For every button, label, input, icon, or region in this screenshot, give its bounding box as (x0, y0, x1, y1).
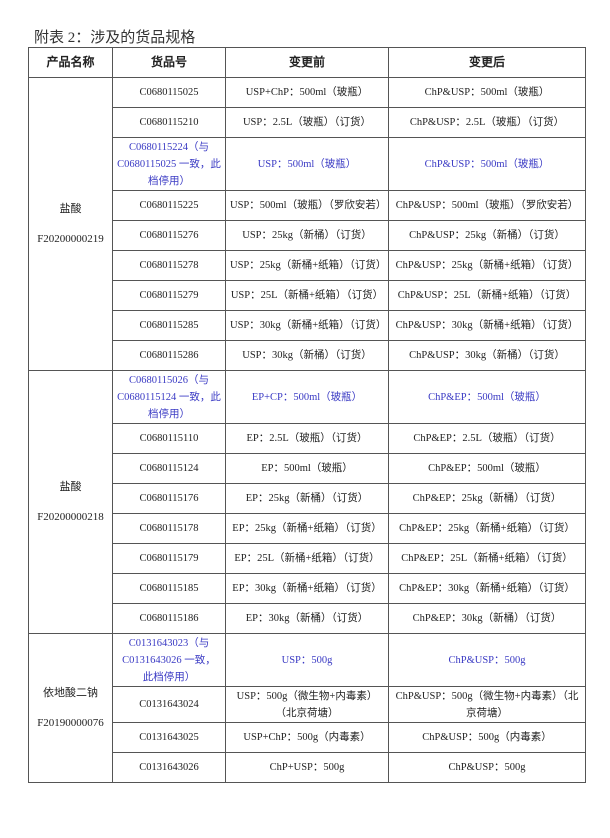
before-change-cell: EP：25kg（新桶）（订货） (225, 483, 389, 514)
after-change-cell: ChP&USP：25kg（新桶）（订货） (388, 220, 586, 251)
before-change-cell: EP：30kg（新桶）（订货） (225, 603, 389, 634)
before-change-cell: USP：25kg（新桶）（订货） (225, 220, 389, 251)
after-change-cell: ChP&USP：500g（内毒素） (388, 722, 586, 753)
table-row: C0680115124 EP：500ml（玻瓶） ChP&EP：500ml（玻瓶） (29, 453, 586, 484)
after-change-cell: ChP&USP：2.5L（玻瓶）（订货） (388, 107, 586, 138)
after-change-cell: ChP&EP：30kg（新桶）（订货） (388, 603, 586, 634)
table-row: C0680115279 USP：25L（新桶+纸箱）（订货） ChP&USP：25L… (29, 280, 586, 311)
product-code: F20200000219 (37, 233, 104, 245)
item-number-cell: C0680115178 (112, 513, 226, 544)
after-change-cell: ChP&EP：2.5L（玻瓶）（订货） (388, 423, 586, 454)
product-name-cell: 盐酸 F20200000219 (28, 77, 113, 371)
product-name: 盐酸 (59, 203, 82, 215)
before-change-cell: USP：500g（微生物+内毒素）（北京荷塘） (225, 686, 389, 723)
before-change-cell: ChP+USP：500g (225, 752, 389, 783)
product-name: 盐酸 (59, 481, 82, 493)
table-row: C0131643026 ChP+USP：500g ChP&USP：500g (29, 752, 586, 783)
before-change-cell: USP：30kg（新桶）（订货） (225, 340, 389, 371)
table-row: C0680115186 EP：30kg（新桶）（订货） ChP&EP：30kg（新桶… (29, 603, 586, 634)
after-change-cell: ChP&USP：500ml（玻瓶）（罗欣安若） (388, 190, 586, 221)
before-change-cell: USP：500ml（玻瓶）（罗欣安若） (225, 190, 389, 221)
after-change-cell: ChP&EP：25kg（新桶+纸箱）（订货） (388, 513, 586, 544)
table-row: C0680115224（与C0680115025 一致，此档停用） USP：500… (29, 137, 586, 191)
item-number-cell: C0680115186 (112, 603, 226, 634)
table-row: 依地酸二钠 F20190000076 C0131643023（与C013164302… (28, 633, 586, 783)
before-change-cell: USP：25kg（新桶+纸箱）（订货） (225, 250, 389, 281)
item-number-cell: C0131643023（与C0131643026 一致，此档停用） (112, 633, 226, 687)
table-row: 盐酸 F20200000218 C0680115026（与C0680115124 一… (28, 370, 586, 634)
item-number-cell: C0680115179 (112, 543, 226, 574)
after-change-cell: ChP&USP：30kg（新桶+纸箱）（订货） (388, 310, 586, 341)
table-row: C0680115210 USP：2.5L（玻瓶）（订货） ChP&USP：2.5L（… (29, 107, 586, 138)
product-name-cell: 盐酸 F20200000218 (28, 370, 113, 634)
item-number-cell: C0680115278 (112, 250, 226, 281)
product-spec-table: 产品名称 货品号 变更前 变更后 盐酸 F20200000219 C06801150… (28, 47, 586, 783)
after-change-cell: ChP&USP：500ml（玻瓶） (388, 137, 586, 191)
item-number-cell: C0680115276 (112, 220, 226, 251)
table-row: C0680115285 USP：30kg（新桶+纸箱）（订货） ChP&USP：30… (29, 310, 586, 341)
document-title: 附表 2：涉及的货品规格 (34, 30, 196, 46)
item-number-cell: C0680115176 (112, 483, 226, 514)
before-change-cell: EP：2.5L（玻瓶）（订货） (225, 423, 389, 454)
after-change-cell: ChP&USP：25kg（新桶+纸箱）（订货） (388, 250, 586, 281)
item-number-cell: C0680115124 (112, 453, 226, 484)
before-change-cell: USP+ChP：500ml（玻瓶） (225, 77, 389, 108)
before-change-cell: USP：500g (225, 633, 389, 687)
product-name: 依地酸二钠 (43, 687, 98, 699)
item-number-cell: C0131643024 (112, 686, 226, 723)
item-number-cell: C0680115210 (112, 107, 226, 138)
item-number-cell: C0680115110 (112, 423, 226, 454)
before-change-cell: USP+ChP：500g（内毒素） (225, 722, 389, 753)
before-change-cell: USP：25L（新桶+纸箱）（订货） (225, 280, 389, 311)
before-change-cell: USP：30kg（新桶+纸箱）（订货） (225, 310, 389, 341)
table-row: C0131643025 USP+ChP：500g（内毒素） ChP&USP：500g… (29, 722, 586, 753)
table-row: C0680115178 EP：25kg（新桶+纸箱）（订货） ChP&EP：25kg… (29, 513, 586, 544)
table-row: C0680115276 USP：25kg（新桶）（订货） ChP&USP：25kg（… (29, 220, 586, 251)
before-change-cell: EP：25L（新桶+纸箱）（订货） (225, 543, 389, 574)
table-row: C0680115179 EP：25L（新桶+纸箱）（订货） ChP&EP：25L（新… (29, 543, 586, 574)
item-number-cell: C0680115285 (112, 310, 226, 341)
after-change-cell: ChP&USP：500g (388, 633, 586, 687)
after-change-cell: ChP&USP：500g (388, 752, 586, 783)
table-row: C0131643024 USP：500g（微生物+内毒素）（北京荷塘） ChP&US… (29, 686, 586, 723)
header-product-name: 产品名称 (28, 47, 113, 78)
item-number-cell: C0680115225 (112, 190, 226, 221)
after-change-cell: ChP&USP：500g（微生物+内毒素）（北京荷塘） (388, 686, 586, 723)
item-number-cell: C0680115025 (112, 77, 226, 108)
before-change-cell: EP：500ml（玻瓶） (225, 453, 389, 484)
before-change-cell: EP：30kg（新桶+纸箱）（订货） (225, 573, 389, 604)
header-before-change: 变更前 (225, 47, 389, 78)
before-change-cell: EP：25kg（新桶+纸箱）（订货） (225, 513, 389, 544)
after-change-cell: ChP&EP：25kg（新桶）（订货） (388, 483, 586, 514)
table-row: C0680115110 EP：2.5L（玻瓶）（订货） ChP&EP：2.5L（玻瓶… (29, 423, 586, 454)
before-change-cell: EP+CP：500ml（玻瓶） (225, 370, 389, 424)
item-number-cell: C0131643026 (112, 752, 226, 783)
item-number-cell: C0680115279 (112, 280, 226, 311)
after-change-cell: ChP&EP：30kg（新桶+纸箱）（订货） (388, 573, 586, 604)
item-number-cell: C0680115286 (112, 340, 226, 371)
header-after-change: 变更后 (388, 47, 586, 78)
before-change-cell: USP：500ml（玻瓶） (225, 137, 389, 191)
table-row: C0680115286 USP：30kg（新桶）（订货） ChP&USP：30kg（… (29, 340, 586, 371)
after-change-cell: ChP&EP：25L（新桶+纸箱）（订货） (388, 543, 586, 574)
item-number-cell: C0680115224（与C0680115025 一致，此档停用） (112, 137, 226, 191)
item-number-cell: C0131643025 (112, 722, 226, 753)
after-change-cell: ChP&USP：500ml（玻瓶） (388, 77, 586, 108)
after-change-cell: ChP&USP：25L（新桶+纸箱）（订货） (388, 280, 586, 311)
table-row: C0680115176 EP：25kg（新桶）（订货） ChP&EP：25kg（新桶… (29, 483, 586, 514)
product-code: F20190000076 (37, 717, 104, 729)
product-code: F20200000218 (37, 511, 104, 523)
after-change-cell: ChP&EP：500ml（玻瓶） (388, 453, 586, 484)
table-row: 盐酸 F20200000219 C0680115025 USP+ChP：500ml（玻… (28, 77, 586, 371)
product-name-cell: 依地酸二钠 F20190000076 (28, 633, 113, 783)
table-row: C0680115278 USP：25kg（新桶+纸箱）（订货） ChP&USP：25… (29, 250, 586, 281)
item-number-cell: C0680115026（与C0680115124 一致，此档停用） (112, 370, 226, 424)
after-change-cell: ChP&USP：30kg（新桶）（订货） (388, 340, 586, 371)
header-item-number: 货品号 (112, 47, 226, 78)
item-number-cell: C0680115185 (112, 573, 226, 604)
table-row: C0680115225 USP：500ml（玻瓶）（罗欣安若） ChP&USP：50… (29, 190, 586, 221)
after-change-cell: ChP&EP：500ml（玻瓶） (388, 370, 586, 424)
before-change-cell: USP：2.5L（玻瓶）（订货） (225, 107, 389, 138)
table-row: C0680115185 EP：30kg（新桶+纸箱）（订货） ChP&EP：30kg… (29, 573, 586, 604)
